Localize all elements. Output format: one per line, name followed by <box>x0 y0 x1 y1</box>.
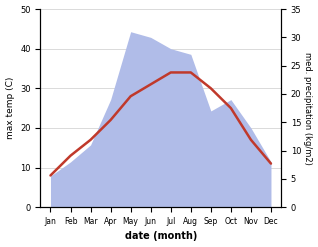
Y-axis label: max temp (C): max temp (C) <box>5 77 15 139</box>
Y-axis label: med. precipitation (kg/m2): med. precipitation (kg/m2) <box>303 52 313 165</box>
X-axis label: date (month): date (month) <box>125 231 197 242</box>
